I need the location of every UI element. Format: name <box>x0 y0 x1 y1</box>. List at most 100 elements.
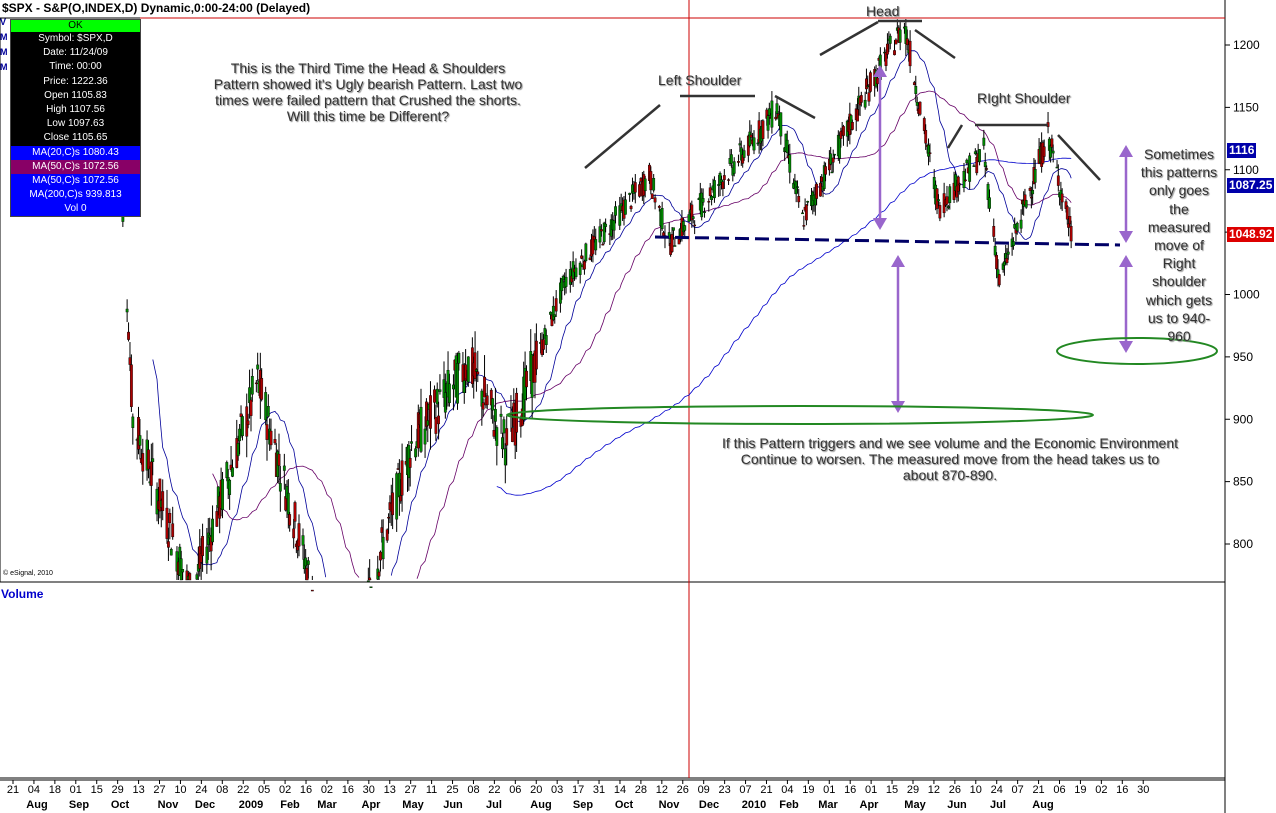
candle-up <box>972 165 976 167</box>
annotation-line: shoulder <box>1152 273 1206 290</box>
annotation-line: This is the Third Time the Head & Should… <box>230 60 506 76</box>
candle-up <box>491 398 495 411</box>
x-month-label: Mar <box>317 799 337 811</box>
target-measure-arrow-head <box>891 255 905 267</box>
data-window: OK Symbol: $SPX,D Date: 11/24/09 Time: 0… <box>10 19 141 218</box>
candle-down <box>534 340 538 370</box>
candle-up <box>801 212 804 215</box>
candle-up <box>770 100 774 128</box>
data-ma200: MA(200,C)s 939.813 <box>11 188 140 203</box>
candle-down <box>1056 175 1060 186</box>
candle-up <box>250 376 254 395</box>
copyright-label: © eSignal, 2010 <box>3 570 53 577</box>
candle-up <box>414 448 418 458</box>
x-tick-label: 02 <box>279 784 291 796</box>
candle-up <box>560 278 564 292</box>
annotation-line: about 870-890. <box>902 467 998 483</box>
candle-up <box>574 267 578 278</box>
x-tick-label: 16 <box>342 784 354 796</box>
shoulder-target-arrow-head <box>1119 341 1133 353</box>
candle-down <box>737 161 740 163</box>
candle-down <box>708 187 712 196</box>
candle-up <box>988 197 991 209</box>
candle-down <box>161 491 165 511</box>
data-vol: Vol 0 <box>11 202 140 217</box>
candle-down <box>1005 258 1009 263</box>
candle-down <box>629 205 633 210</box>
candle-up <box>937 199 940 202</box>
candle-down <box>876 77 879 85</box>
candle-down <box>599 229 603 232</box>
candle-down <box>265 424 269 440</box>
x-month-label: Aug <box>530 799 551 811</box>
candle-up <box>1051 150 1055 154</box>
candle-down <box>167 541 170 548</box>
annotation-trigger: If this Pattern triggers and we see volu… <box>690 435 1210 483</box>
x-month-label: Aug <box>26 799 47 811</box>
candle-up <box>602 222 606 243</box>
candle-up <box>927 144 930 157</box>
x-tick-label: 14 <box>614 784 626 796</box>
candle-up <box>423 428 427 445</box>
candle-up <box>564 276 568 287</box>
candle-down <box>476 371 480 375</box>
candle-down <box>165 507 169 539</box>
candle-up <box>1013 224 1017 229</box>
candle-up <box>660 207 664 230</box>
candle-up <box>553 314 557 317</box>
candle-up <box>752 137 756 151</box>
moving-average-lines <box>152 50 1072 579</box>
x-month-label: Dec <box>195 799 215 811</box>
candle-up <box>713 180 716 199</box>
candle-down <box>992 226 996 237</box>
candle-down <box>297 523 301 547</box>
x-tick-label: 21 <box>1032 784 1044 796</box>
x-month-label: 2010 <box>742 799 766 811</box>
annotation-left-shoulder: Left Shoulder <box>658 72 742 88</box>
study-label-fragment: M <box>0 47 8 57</box>
data-window-ok[interactable]: OK <box>11 20 140 32</box>
x-tick-label: 02 <box>1095 784 1107 796</box>
candle-up <box>466 356 470 383</box>
annotation-line: which gets <box>1145 291 1213 308</box>
x-tick-label: 05 <box>258 784 270 796</box>
candle-down <box>690 204 694 221</box>
candle-down <box>580 255 584 259</box>
x-tick-label: 31 <box>593 784 605 796</box>
candle-down <box>842 126 845 136</box>
candle-down <box>912 82 916 85</box>
x-tick-label: 24 <box>195 784 207 796</box>
candle-down <box>385 529 389 541</box>
annotation-line: measured <box>1147 218 1211 235</box>
annotation-line: Sometimes <box>1143 146 1215 162</box>
candle-up <box>228 479 232 495</box>
candle-down <box>147 449 150 470</box>
candle-down <box>867 92 871 102</box>
x-tick-label: 07 <box>739 784 751 796</box>
x-tick-label: 22 <box>488 784 500 796</box>
candle-down <box>269 430 273 446</box>
annotation-line: Will this time be Different? <box>286 108 450 124</box>
candle-up <box>732 161 736 174</box>
x-tick-label: 17 <box>572 784 584 796</box>
candle-down <box>591 235 595 255</box>
candle-down <box>677 239 681 245</box>
candle-up <box>501 437 504 450</box>
candle-up <box>863 99 867 108</box>
candle-down <box>1069 226 1073 242</box>
x-tick-label: 15 <box>91 784 103 796</box>
candle-up <box>652 178 656 191</box>
x-tick-label: 16 <box>1116 784 1128 796</box>
price-tag-1087: 1087.25 <box>1227 178 1275 193</box>
annotation-line: 960 <box>1167 328 1191 345</box>
candle-down <box>368 577 372 581</box>
candle-down <box>653 197 657 203</box>
candle-up <box>443 392 447 413</box>
price-tag-1116: 1116 <box>1227 143 1257 158</box>
x-month-label: Nov <box>158 799 180 811</box>
candle-down <box>601 243 605 246</box>
candle-down <box>292 528 296 539</box>
data-time: Time: 00:00 <box>49 61 102 73</box>
candle-down <box>492 430 496 437</box>
y-tick-label: 800 <box>1233 537 1253 551</box>
